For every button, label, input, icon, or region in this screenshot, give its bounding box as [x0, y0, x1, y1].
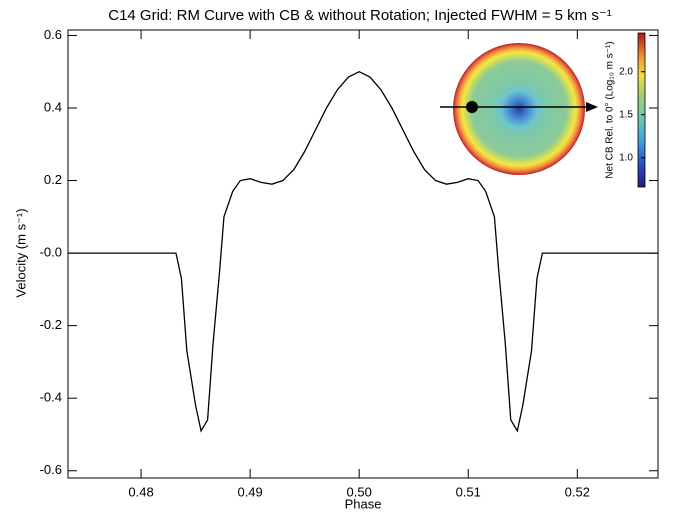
colorbar-label: Net CB Rel. to 0° (Log₁₀ m s⁻¹) — [605, 41, 616, 178]
y-tick-label: 0.2 — [44, 172, 62, 187]
rm-curve — [68, 70, 658, 433]
y-axis-label: Velocity (m s⁻¹) — [13, 208, 28, 297]
y-tick-label: -0.0 — [40, 245, 62, 260]
x-axis-label: Phase — [345, 496, 382, 511]
colorbar-tick-label: 2.0 — [619, 66, 633, 77]
y-tick-label: -0.4 — [40, 390, 62, 405]
x-tick-label: 0.49 — [237, 484, 262, 499]
y-tick-label: 0.4 — [44, 99, 62, 114]
y-tick-label: -0.6 — [40, 462, 62, 477]
arrow-head — [586, 102, 598, 112]
stellar-disk — [453, 43, 585, 175]
planet — [466, 101, 478, 113]
x-tick-label: 0.50 — [347, 484, 372, 499]
plot-frame — [67, 29, 659, 479]
y-tick-label: 0.6 — [44, 27, 62, 42]
stellar-disk-inset — [440, 43, 598, 175]
colorbar — [637, 32, 646, 188]
colorbar-tick-label: 1.5 — [619, 109, 633, 120]
chart-title: C14 Grid: RM Curve with CB & without Rot… — [108, 7, 611, 24]
x-tick-label: 0.51 — [456, 484, 481, 499]
x-tick-label: 0.52 — [565, 484, 590, 499]
colorbar-tick-label: 1.0 — [619, 152, 633, 163]
x-tick-label: 0.48 — [128, 484, 153, 499]
y-tick-label: -0.2 — [40, 317, 62, 332]
